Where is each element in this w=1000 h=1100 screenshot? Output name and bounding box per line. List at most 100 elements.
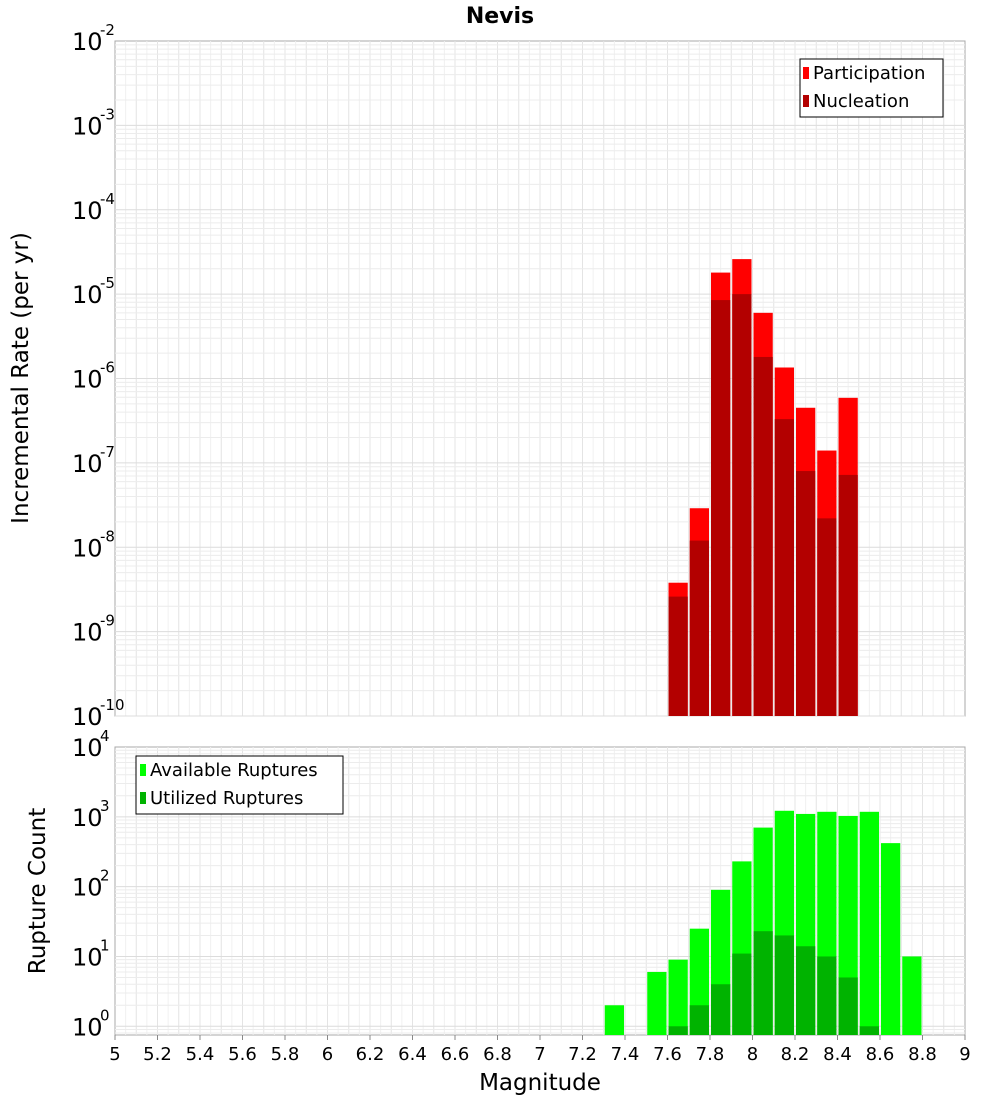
- rate-legend: Participation Nucleation: [799, 58, 944, 118]
- count-legend-box: [135, 755, 344, 815]
- y-tick-base: 10: [72, 112, 103, 140]
- x-tick-label: 8.8: [908, 1044, 937, 1065]
- y-tick-label: 10-10: [72, 696, 125, 731]
- x-tick-label: 7: [534, 1044, 545, 1065]
- rate-y-axis-label: Incremental Rate (per yr): [8, 232, 34, 524]
- bar-nucleation: [668, 596, 688, 716]
- y-tick-label: 104: [72, 727, 110, 762]
- x-tick-label: 7.8: [696, 1044, 725, 1065]
- y-tick-base: 10: [72, 874, 103, 902]
- bar-utilized-ruptures: [753, 931, 773, 1035]
- x-tick-label: 8: [747, 1044, 758, 1065]
- participation-legend-swatch: [803, 67, 809, 79]
- x-tick-label: 8.2: [781, 1044, 810, 1065]
- participation-legend-label: Participation: [813, 63, 925, 84]
- bar-available-ruptures: [604, 1005, 624, 1035]
- count-bars: [604, 810, 922, 1035]
- y-tick-exponent: -10: [100, 696, 125, 714]
- x-tick-label: 5.8: [271, 1044, 300, 1065]
- y-tick-label: 10-7: [72, 443, 115, 478]
- bar-utilized-ruptures: [859, 1026, 879, 1035]
- utilized-legend-label: Utilized Ruptures: [150, 788, 303, 809]
- nucleation-legend-swatch: [803, 95, 809, 107]
- x-tick-label: 6.2: [356, 1044, 385, 1065]
- y-tick-base: 10: [72, 366, 103, 394]
- bar-utilized-ruptures: [838, 977, 858, 1035]
- bar-utilized-ruptures: [689, 1005, 709, 1035]
- x-tick-label: 9: [959, 1044, 970, 1065]
- bar-nucleation: [689, 540, 709, 716]
- bar-utilized-ruptures: [732, 953, 752, 1035]
- bar-nucleation: [732, 294, 752, 716]
- y-tick-label: 10-6: [72, 359, 115, 394]
- y-tick-exponent: -2: [100, 21, 115, 39]
- bar-available-ruptures: [902, 956, 922, 1035]
- x-tick-label: 7.6: [653, 1044, 682, 1065]
- y-tick-label: 10-4: [72, 190, 115, 225]
- y-tick-base: 10: [72, 734, 103, 762]
- y-tick-base: 10: [72, 197, 103, 225]
- rate-bars: [668, 259, 858, 716]
- bar-nucleation: [753, 356, 773, 716]
- count-y-axis-label: Rupture Count: [25, 808, 51, 974]
- bar-utilized-ruptures: [711, 984, 731, 1035]
- y-tick-exponent: -3: [100, 105, 115, 123]
- x-tick-label: 7.4: [611, 1044, 640, 1065]
- y-tick-label: 10-3: [72, 105, 115, 140]
- chart-title: Nevis: [466, 4, 534, 29]
- y-tick-base: 10: [72, 28, 103, 56]
- y-tick-exponent: -7: [100, 443, 115, 461]
- x-axis-label: Magnitude: [479, 1070, 601, 1096]
- y-tick-label: 100: [72, 1006, 110, 1041]
- rate-gridlines: [115, 41, 965, 717]
- x-tick-label: 6.8: [483, 1044, 512, 1065]
- available-legend-swatch: [140, 764, 146, 776]
- x-tick-label: 7.2: [568, 1044, 597, 1065]
- y-tick-base: 10: [72, 703, 103, 731]
- y-tick-base: 10: [72, 450, 103, 478]
- y-tick-label: 10-2: [72, 21, 115, 56]
- bar-utilized-ruptures: [774, 935, 794, 1035]
- available-legend-label: Available Ruptures: [150, 760, 318, 781]
- y-tick-base: 10: [72, 943, 103, 971]
- rate-legend-box: [799, 58, 944, 118]
- x-tick-label: 6: [322, 1044, 333, 1065]
- y-tick-base: 10: [72, 281, 103, 309]
- bar-nucleation: [838, 474, 858, 716]
- y-tick-exponent: 3: [100, 797, 110, 815]
- y-tick-exponent: -8: [100, 527, 115, 545]
- y-tick-label: 102: [72, 867, 110, 902]
- x-tick-label: 6.6: [441, 1044, 470, 1065]
- y-tick-label: 10-5: [72, 274, 115, 309]
- y-tick-exponent: 0: [100, 1006, 110, 1024]
- y-tick-exponent: -5: [100, 274, 115, 292]
- y-tick-label: 10-9: [72, 612, 115, 647]
- y-tick-exponent: 4: [100, 727, 110, 745]
- y-tick-exponent: -6: [100, 359, 115, 377]
- y-tick-label: 103: [72, 797, 110, 832]
- bar-utilized-ruptures: [668, 1026, 688, 1035]
- x-tick-label: 5.4: [186, 1044, 215, 1065]
- y-tick-exponent: -9: [100, 612, 115, 630]
- y-tick-base: 10: [72, 804, 103, 832]
- bar-available-ruptures: [859, 811, 879, 1035]
- x-tick-label: 5: [109, 1044, 120, 1065]
- bar-utilized-ruptures: [796, 946, 816, 1035]
- y-tick-base: 10: [72, 1013, 103, 1041]
- bar-nucleation: [711, 300, 731, 716]
- x-tick-label: 5.2: [143, 1044, 172, 1065]
- y-tick-label: 101: [72, 936, 110, 971]
- bar-available-ruptures: [881, 843, 901, 1035]
- y-tick-exponent: 1: [100, 936, 110, 954]
- y-tick-label: 10-8: [72, 527, 115, 562]
- y-tick-exponent: 2: [100, 867, 110, 885]
- bar-nucleation: [774, 419, 794, 716]
- y-tick-base: 10: [72, 534, 103, 562]
- y-tick-exponent: -4: [100, 190, 115, 208]
- x-ticks: 5 5.2 5.4 5.6 5.8 6 6.2 6.4 6.6 6.8 7 7.2 7.4 7.6 7.8 8…: [109, 1035, 971, 1065]
- bar-nucleation: [817, 518, 837, 716]
